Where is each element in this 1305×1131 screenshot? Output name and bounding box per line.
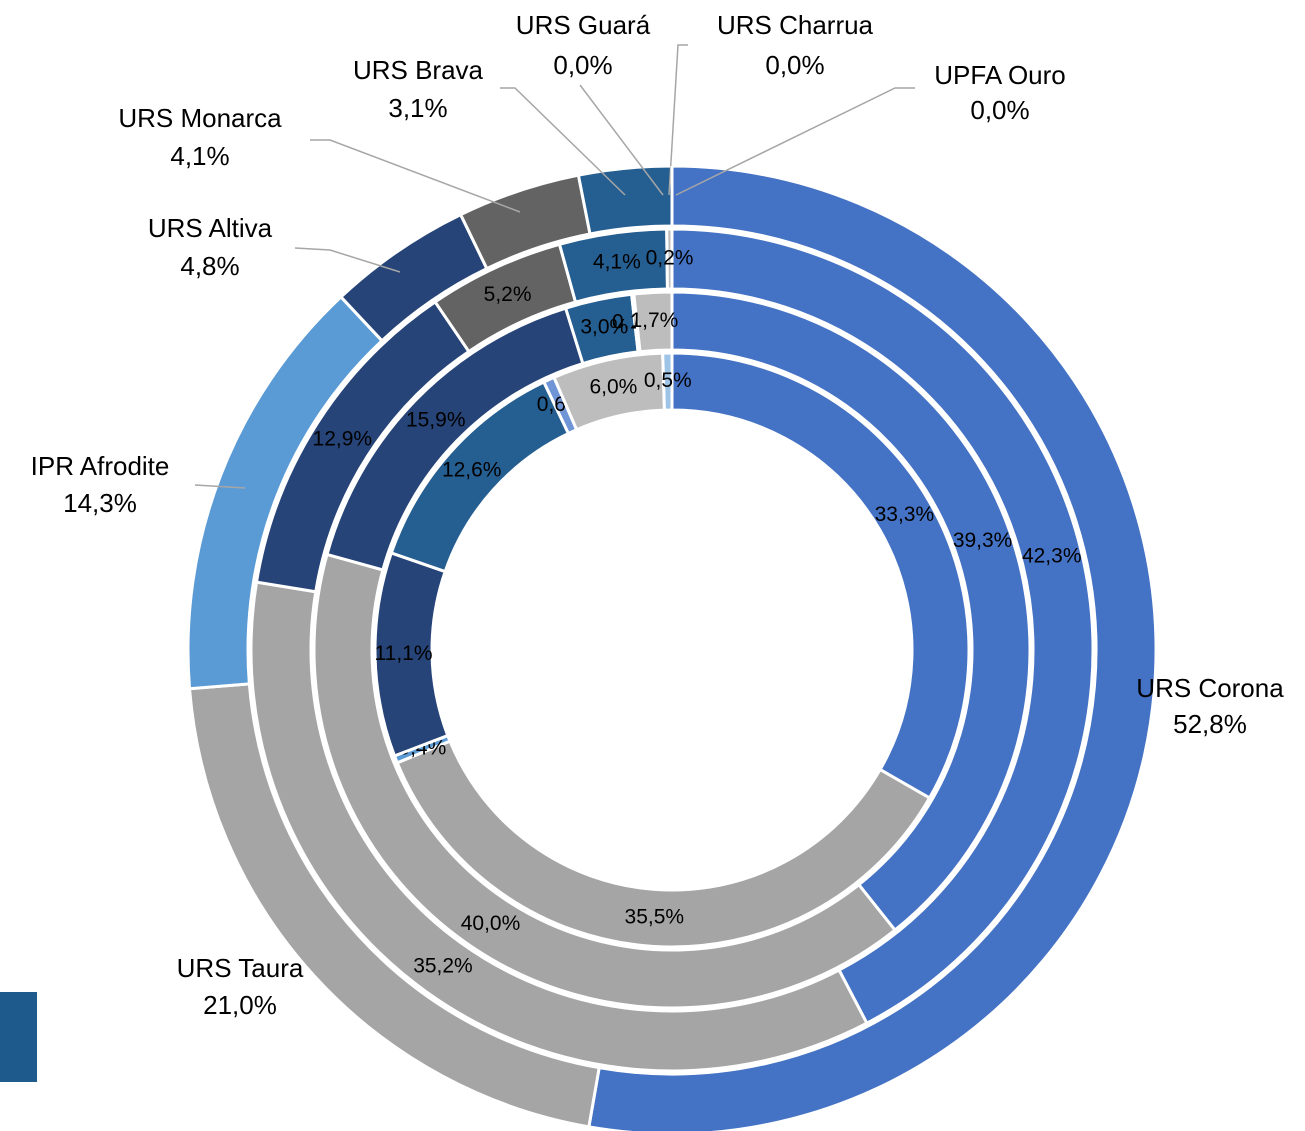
category-label: URS Guará bbox=[516, 10, 651, 40]
category-label: URS Monarca bbox=[118, 103, 282, 133]
data-label: 6,0% bbox=[589, 376, 637, 399]
data-label: 42,3% bbox=[1022, 544, 1082, 567]
data-label: 35,5% bbox=[625, 905, 685, 928]
data-label: 1,7% bbox=[630, 309, 678, 332]
ring-segment bbox=[661, 351, 674, 412]
category-label: URS Taura bbox=[177, 953, 304, 983]
leader-line bbox=[579, 84, 664, 196]
leader-line bbox=[310, 139, 521, 213]
category-label: URS Brava bbox=[353, 55, 484, 85]
category-label: IPR Afrodite bbox=[31, 451, 170, 481]
data-label: 4,1% bbox=[593, 250, 641, 273]
leader-line bbox=[500, 87, 626, 196]
data-label: 3,1% bbox=[388, 93, 447, 123]
ring-segment bbox=[312, 552, 898, 1010]
data-label: 52,8% bbox=[1173, 709, 1247, 739]
side-tab bbox=[0, 992, 37, 1082]
category-label: URS Charrua bbox=[717, 10, 874, 40]
ring-segment bbox=[670, 227, 1095, 1026]
leader-line bbox=[675, 87, 915, 196]
ring-segment bbox=[395, 739, 932, 949]
leader-line bbox=[668, 44, 688, 196]
category-label: URS Corona bbox=[1136, 673, 1284, 703]
data-label: 11,1% bbox=[375, 642, 433, 665]
data-label: 4,8% bbox=[180, 251, 239, 281]
data-label: 12,6% bbox=[442, 459, 502, 482]
data-label: 0,0% bbox=[765, 50, 824, 80]
data-label: 0,2% bbox=[646, 247, 694, 270]
ring-segment bbox=[587, 164, 1158, 1131]
ring-segment bbox=[665, 227, 674, 291]
data-label: 14,3% bbox=[63, 488, 137, 518]
ring-segment bbox=[576, 164, 674, 236]
ring-segment bbox=[670, 290, 1032, 933]
ring-segment bbox=[670, 351, 971, 801]
data-label: 5,2% bbox=[484, 283, 532, 306]
data-label: 0,5% bbox=[644, 369, 692, 392]
ring-segment bbox=[632, 290, 674, 354]
data-label: 40,0% bbox=[461, 912, 521, 935]
data-label: 3,0% bbox=[580, 316, 628, 339]
data-label: 12,9% bbox=[313, 427, 373, 450]
data-label: 35,2% bbox=[413, 954, 473, 977]
data-label: 4,1% bbox=[170, 141, 229, 171]
category-label: UPFA Ouro bbox=[934, 60, 1066, 90]
leader-line bbox=[294, 247, 401, 273]
data-label: 0,0% bbox=[970, 95, 1029, 125]
data-label: 39,3% bbox=[953, 529, 1013, 552]
leader-line bbox=[194, 484, 246, 489]
data-label: 33,3% bbox=[875, 503, 935, 526]
data-label: 21,0% bbox=[203, 990, 277, 1020]
data-label: 15,9% bbox=[406, 409, 466, 432]
category-label: URS Altiva bbox=[148, 213, 273, 243]
data-label: 0,0% bbox=[553, 50, 612, 80]
